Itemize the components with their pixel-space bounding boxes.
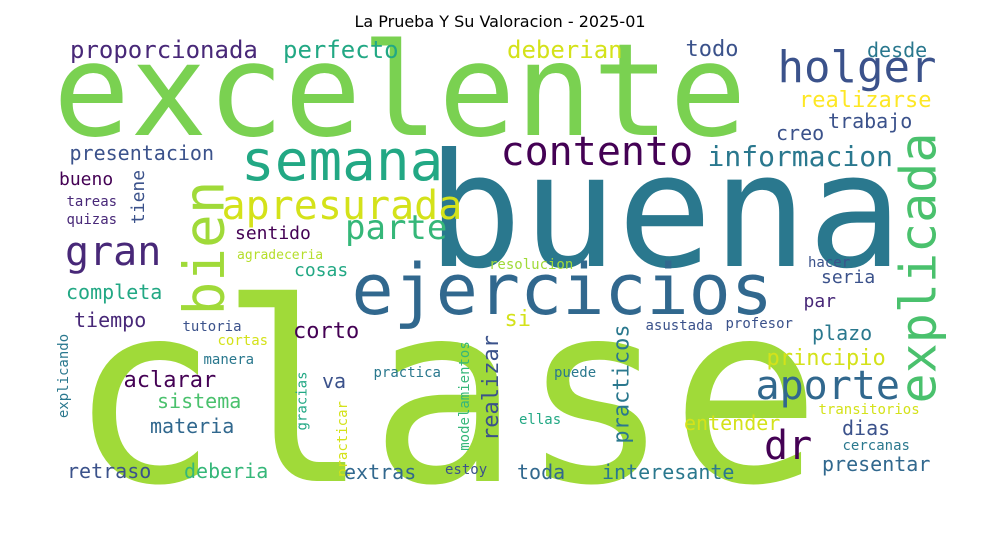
word-aporte: aporte xyxy=(755,363,901,409)
word-resolucion: resolucion xyxy=(489,257,574,273)
word-cosas: cosas xyxy=(294,260,349,281)
word-tiempo: tiempo xyxy=(74,308,147,332)
word-explicada: explicada xyxy=(888,132,947,404)
word-ejercicios: ejercicios xyxy=(351,249,773,331)
word-deberia: deberia xyxy=(184,459,269,483)
word-modelamientos: modelamientos xyxy=(456,341,473,451)
word-manera: manera xyxy=(203,352,255,368)
word-clase: clase xyxy=(68,249,822,540)
word-interesante: interesante xyxy=(602,460,735,484)
word-estoy: estoy xyxy=(445,462,488,478)
word-trabajo: trabajo xyxy=(828,109,913,133)
word-presentar: presentar xyxy=(822,452,931,476)
word-sistema: sistema xyxy=(157,389,242,413)
word-bueno: bueno xyxy=(59,169,114,190)
word-cloud: clase buena excelente ejercicios semana bien e… xyxy=(53,17,947,520)
word-cercanas: cercanas xyxy=(842,438,910,454)
word-holger: holger xyxy=(777,42,937,93)
word-realizarse: realizarse xyxy=(799,88,932,113)
word-cortas: cortas xyxy=(217,333,269,349)
word-tiene: tiene xyxy=(128,169,150,225)
word-entender: entender xyxy=(684,411,781,435)
word-excelente: excelente xyxy=(53,17,747,166)
word-contento: contento xyxy=(500,129,694,175)
word-retraso: retraso xyxy=(67,459,152,483)
word-gracias: gracias xyxy=(294,371,311,431)
word-practica: practica xyxy=(373,365,441,381)
word-transitorios: transitorios xyxy=(818,402,920,418)
word-agradeceria: agradeceria xyxy=(237,247,324,263)
word-asustada: asustada xyxy=(645,318,713,334)
word-materia: materia xyxy=(150,414,235,438)
word-par: par xyxy=(803,291,837,312)
word-va: va xyxy=(322,369,347,393)
word-realizar: realizar xyxy=(478,335,504,441)
word-apresurada: apresurada xyxy=(221,183,463,229)
word-si: si xyxy=(504,307,532,332)
word-semana: semana xyxy=(241,129,444,194)
word-tareas: tareas xyxy=(66,194,118,210)
word-extras: extras xyxy=(344,460,417,484)
word-proporcionada: proporcionada xyxy=(70,36,258,64)
word-hacer: hacer xyxy=(808,255,851,271)
word-buena: buena xyxy=(427,120,903,304)
word-explicando: explicando xyxy=(56,333,73,419)
word-aclarar: aclarar xyxy=(123,368,217,393)
word-deberian: deberian xyxy=(507,36,623,64)
word-profesor: profesor xyxy=(725,316,793,332)
word-corto: corto xyxy=(293,319,360,344)
word-desde: desde xyxy=(867,38,928,62)
word-dr: dr xyxy=(764,423,813,469)
word-completa: completa xyxy=(66,280,163,304)
word-plazo: plazo xyxy=(812,321,873,345)
chart-title: La Prueba Y Su Valoracion - 2025-01 xyxy=(354,12,646,31)
word-creo: creo xyxy=(776,121,825,145)
word-practicos: practicos xyxy=(609,324,635,444)
word-dias: dias xyxy=(842,416,891,440)
word-gran: gran xyxy=(65,229,162,275)
word-quizas: quizas xyxy=(66,212,118,228)
word-toda: toda xyxy=(517,460,566,484)
word-tutoria: tutoria xyxy=(182,319,242,335)
word-puede: puede xyxy=(554,365,597,381)
word-principio: principio xyxy=(766,346,886,371)
word-presentacion: presentacion xyxy=(69,141,215,165)
word-seria: seria xyxy=(821,267,876,288)
word-ellas: ellas xyxy=(519,412,562,428)
word-parte: parte xyxy=(345,208,448,248)
word-informacion: informacion xyxy=(707,140,893,173)
word-todo: todo xyxy=(685,37,739,62)
word-perfecto: perfecto xyxy=(283,36,399,64)
word-sentido: sentido xyxy=(235,223,311,244)
